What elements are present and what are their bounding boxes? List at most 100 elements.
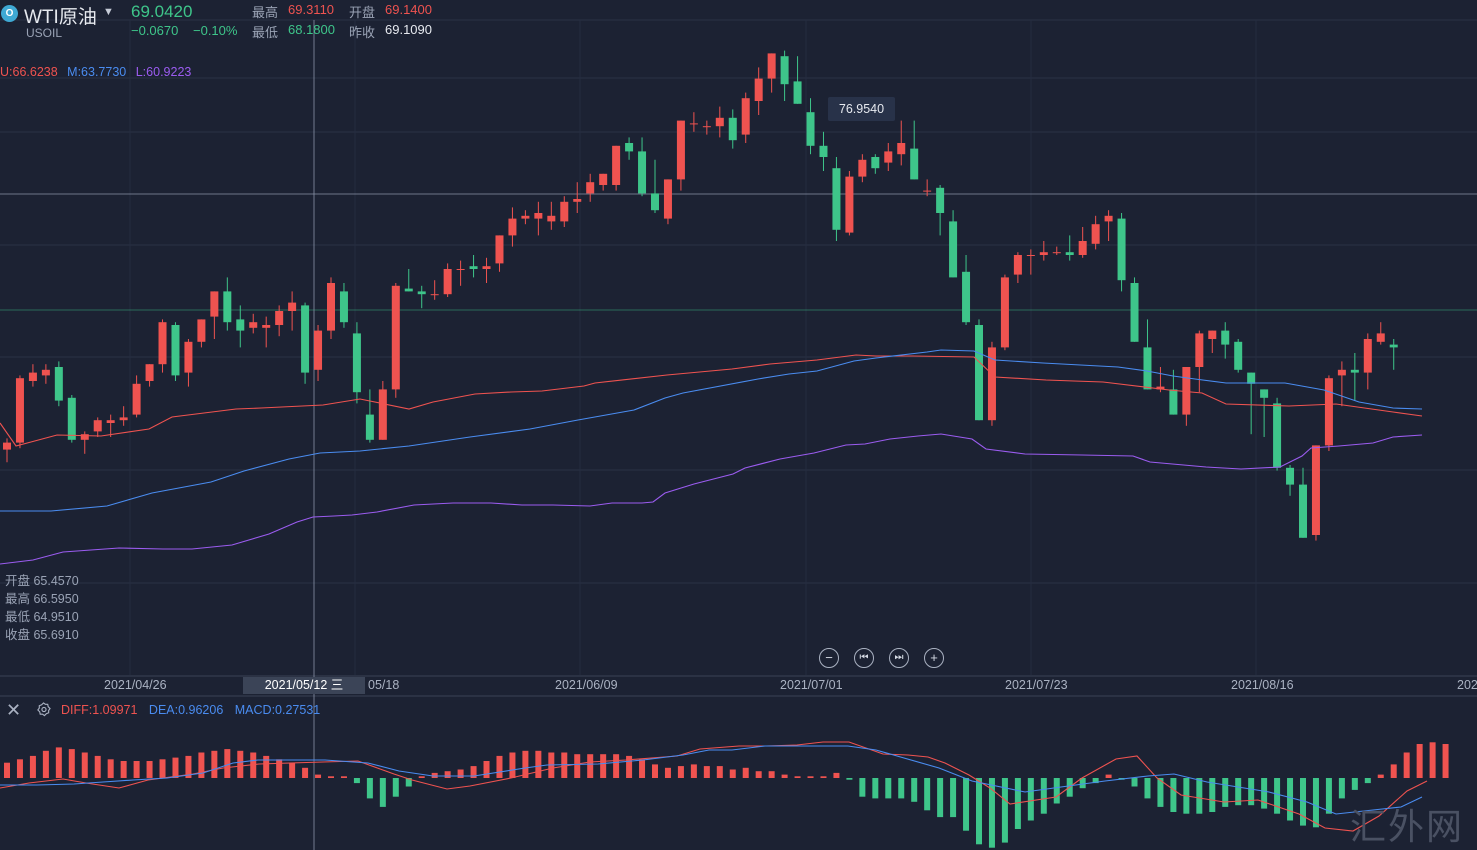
- close-icon[interactable]: ✕: [6, 700, 22, 720]
- candle-body: [275, 311, 284, 325]
- candle-body: [1156, 386, 1165, 390]
- x-tick-label: 05/18: [368, 678, 400, 692]
- candle-body: [884, 151, 893, 163]
- macd-bar: [1131, 778, 1138, 787]
- candle-body: [987, 347, 996, 421]
- prev-close-label: 昨收: [349, 25, 376, 40]
- candle-body: [158, 322, 167, 365]
- macd-bar: [1442, 744, 1449, 778]
- macd-bar: [639, 759, 646, 778]
- candle-body: [132, 383, 141, 415]
- candle-body: [1337, 369, 1346, 376]
- candle-body: [1389, 344, 1398, 348]
- macd-bar: [833, 772, 840, 778]
- macd-bar: [4, 762, 10, 778]
- x-tick-label: 2021/08/16: [1231, 678, 1294, 692]
- macd-bar: [600, 754, 607, 778]
- candle-body: [365, 414, 374, 440]
- candle-body: [702, 126, 711, 128]
- macd-bar: [794, 776, 801, 778]
- macd-bar: [976, 778, 982, 845]
- macd-bar: [159, 759, 166, 778]
- macd-bar: [1235, 778, 1242, 806]
- open-value: 69.1400: [385, 2, 432, 17]
- candle-body: [339, 291, 348, 323]
- jump-end-button[interactable]: ⏭: [889, 648, 909, 668]
- macd-bar: [1001, 778, 1008, 843]
- symbol-name[interactable]: WTI原油: [24, 7, 97, 28]
- low-value: 68.1800: [288, 22, 335, 37]
- crosshair-date-label: 2021/05/12 三: [243, 677, 365, 694]
- macd-bar: [1040, 778, 1047, 814]
- macd-bar: [950, 778, 957, 818]
- macd-bar: [379, 778, 386, 807]
- macd-bar: [263, 755, 270, 778]
- macd-bar: [418, 776, 425, 778]
- gear-icon[interactable]: [36, 702, 51, 717]
- macd-bar: [703, 766, 710, 778]
- low-label: 最低: [252, 25, 279, 40]
- candle-body: [832, 168, 841, 230]
- crosshair-close: 收盘 65.6910: [5, 628, 79, 642]
- candle-body: [3, 442, 11, 450]
- candle-body: [184, 341, 193, 373]
- candle-body: [819, 145, 828, 157]
- macd-bar: [1351, 778, 1358, 790]
- candle-body: [249, 322, 258, 328]
- macd-bar: [353, 778, 360, 784]
- macd-bar: [224, 749, 231, 778]
- candle-body: [443, 269, 452, 295]
- bollinger-middle-line: [0, 349, 1423, 512]
- macd-bar: [911, 778, 918, 802]
- macd-bar: [211, 750, 218, 778]
- candle-body: [106, 420, 115, 423]
- candle-body: [1311, 445, 1320, 535]
- macd-bar: [289, 762, 296, 778]
- candle-body: [547, 215, 556, 222]
- jump-start-button[interactable]: ⏮: [854, 648, 874, 668]
- candle-body: [1350, 369, 1359, 373]
- macd-bar: [924, 778, 931, 811]
- candle-body: [754, 78, 763, 101]
- candle-body: [197, 319, 206, 342]
- candle-body: [962, 271, 971, 323]
- macd-bar: [1222, 778, 1229, 807]
- bollinger-lower-line: [0, 433, 1423, 565]
- x-tick-label: 202: [1457, 678, 1477, 692]
- macd-bar: [898, 778, 905, 799]
- macd-bar: [107, 759, 114, 778]
- macd-dea-line: [0, 745, 1423, 815]
- macd-bar: [483, 761, 490, 778]
- candle-body: [1000, 277, 1009, 348]
- candle-body: [728, 117, 737, 141]
- macd-bar: [535, 750, 542, 778]
- macd-bar: [120, 761, 127, 778]
- candle-body: [1208, 330, 1217, 339]
- candle-body: [1221, 330, 1230, 345]
- macd-bar: [1092, 778, 1099, 784]
- candle-body: [1363, 339, 1372, 373]
- candle-body: [806, 112, 815, 146]
- candle-body: [936, 187, 945, 213]
- candle-body: [638, 151, 647, 194]
- candle-body: [352, 333, 361, 393]
- candle-body: [93, 420, 102, 432]
- chevron-down-icon[interactable]: ▼: [103, 6, 114, 18]
- zoom-in-button[interactable]: +: [924, 648, 944, 668]
- macd-bar: [937, 778, 944, 818]
- prev-close-value: 69.1090: [385, 22, 432, 37]
- macd-bar: [1079, 778, 1086, 789]
- macd-bar: [1248, 778, 1255, 806]
- zoom-out-button[interactable]: −: [819, 648, 839, 668]
- price-change: −0.0670: [131, 23, 179, 38]
- candle-body: [1247, 372, 1256, 384]
- macd-bar: [444, 771, 451, 778]
- candle-body: [1234, 341, 1243, 370]
- candle-body: [1324, 378, 1333, 446]
- candle-body: [469, 266, 478, 269]
- candle-body: [1260, 389, 1269, 398]
- candle-body: [651, 193, 659, 211]
- macd-bar: [626, 755, 633, 778]
- candle-body: [573, 199, 582, 202]
